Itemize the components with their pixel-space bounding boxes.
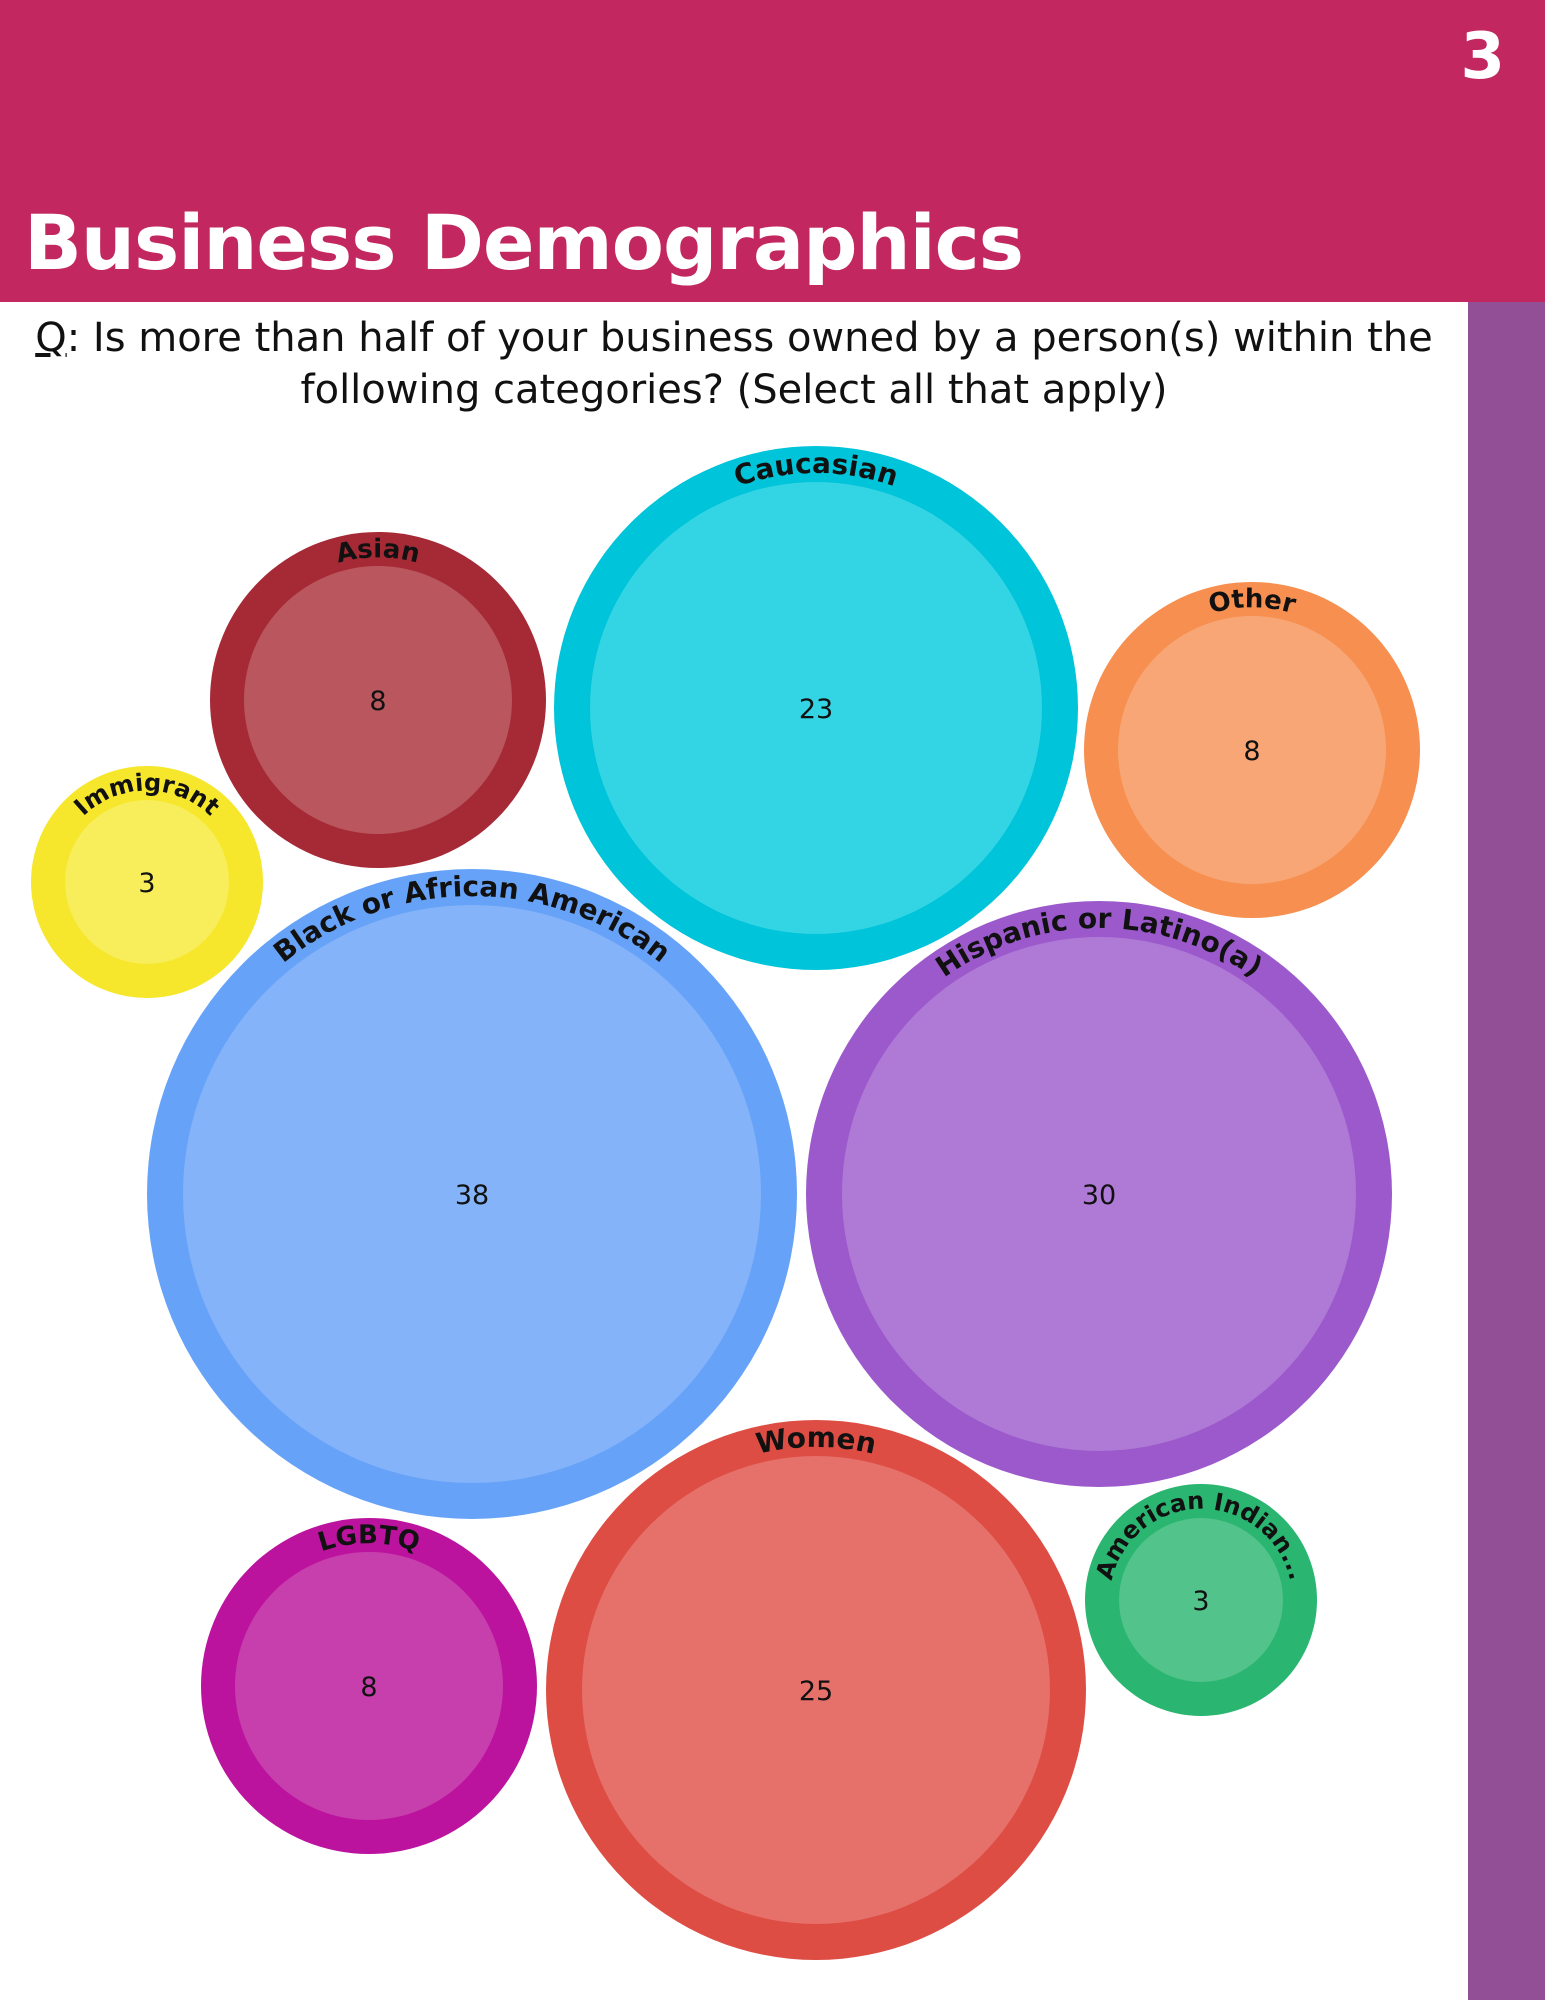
bubble-inner-caucasian (590, 482, 1042, 934)
bubble-value-asian: 8 (369, 686, 386, 717)
bubble-value-hispanic-or-latino: 30 (1082, 1180, 1116, 1211)
question-text: : Is more than half of your business own… (66, 315, 1433, 413)
bubble-inner-lgbtq (235, 1552, 503, 1820)
bubble-value-women: 25 (799, 1676, 833, 1707)
bubble-value-black-or-african-american: 38 (455, 1180, 489, 1211)
bubble-inner-black-or-african-american (183, 905, 761, 1483)
question-prefix: Q (35, 315, 67, 361)
page-title: Business Demographics (24, 198, 1024, 287)
side-accent-bar (1468, 302, 1545, 2000)
bubble-label-asian: Asian (333, 534, 422, 569)
survey-question: Q: Is more than half of your business ow… (20, 312, 1448, 416)
bubble-value-caucasian: 23 (799, 694, 833, 725)
bubble-value-immigrant: 3 (138, 868, 155, 899)
bubble-value-other: 8 (1243, 736, 1260, 767)
bubble-inner-hispanic-or-latino (842, 937, 1356, 1451)
bubble-inner-other (1118, 616, 1386, 884)
bubble-inner-women (582, 1456, 1050, 1924)
page-header: 3 Business Demographics (0, 0, 1545, 302)
page-number: 3 (1460, 20, 1505, 94)
bubble-inner-asian (244, 566, 512, 834)
bubble-asian: 8 Asian (210, 532, 546, 868)
bubble-label-other: Other (1206, 584, 1299, 620)
bubble-inner-immigrant (65, 800, 229, 964)
bubble-other: 8 Other (1084, 582, 1420, 918)
bubble-value-american-indian: 3 (1192, 1586, 1209, 1617)
bubble-inner-american-indian (1119, 1518, 1283, 1682)
bubble-value-lgbtq: 8 (360, 1672, 377, 1703)
